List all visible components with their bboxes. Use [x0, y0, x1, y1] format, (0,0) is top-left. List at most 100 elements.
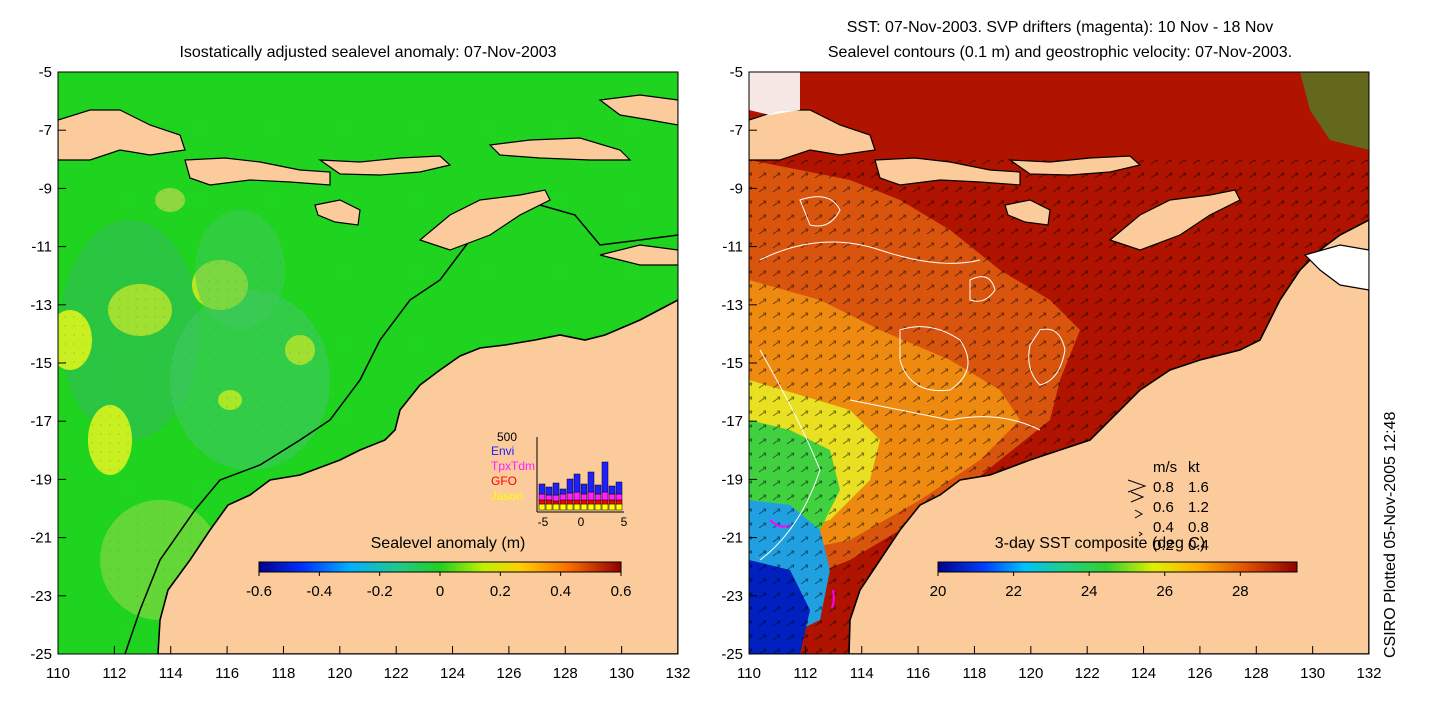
legend-header-kt: kt	[1188, 459, 1201, 476]
lon-tick-label: 116	[215, 665, 239, 682]
inset-bars	[538, 461, 623, 511]
inset-bar	[545, 503, 553, 511]
inset-label-gfo: GFO	[491, 474, 517, 488]
colorbar-tick-label: 28	[1232, 583, 1249, 600]
island-nusa-tenggara	[874, 157, 1021, 186]
sst-map	[749, 72, 1369, 654]
island-sumba	[1004, 199, 1051, 226]
lat-tick-label: -7	[39, 122, 52, 139]
right-lon-axis: 110 112 114 116 118 120 122 124 126 128 130 132	[737, 646, 1382, 682]
sealevel-contour	[899, 326, 969, 392]
colorbar-tick-label: 0	[436, 583, 444, 600]
inset-bar	[601, 499, 609, 505]
lon-tick-label: 126	[496, 665, 521, 682]
lon-tick-label: 128	[1244, 665, 1269, 682]
lon-tick-label: 120	[1018, 665, 1043, 682]
lat-tick-label: -21	[30, 530, 52, 547]
lat-tick-label: -7	[730, 122, 743, 139]
inset-bar	[615, 499, 623, 505]
lat-tick-label: -13	[721, 297, 743, 314]
lat-tick-label: -15	[721, 355, 743, 372]
right-lat-axis: -5 -7 -9 -11 -13 -15 -17 -19 -21 -23 -25	[721, 64, 757, 663]
inset-bar	[559, 493, 567, 501]
drifter-track	[769, 519, 791, 528]
inset-bar	[587, 503, 595, 511]
lon-tick-label: 118	[271, 665, 295, 682]
lat-tick-label: -23	[721, 588, 743, 605]
satellite-inset: 500 Envi TpxTdm GFO Jason -5 0 5	[491, 430, 628, 529]
inset-ymax-label: 500	[497, 430, 517, 444]
lon-tick-label: 122	[1075, 665, 1100, 682]
drifter-track	[831, 589, 835, 609]
inset-bar	[608, 499, 616, 505]
lat-tick-label: -23	[30, 588, 52, 605]
inset-bar	[573, 503, 581, 511]
velocity-legend: m/s kt 0.8 1.6 0.6 1.2 0.4 0.8 0.2 0.4	[1127, 459, 1209, 554]
inset-bar	[552, 494, 560, 502]
lat-tick-label: -11	[31, 239, 52, 256]
legend-arrow	[1138, 531, 1143, 537]
inset-bar	[566, 503, 574, 511]
inset-bar	[559, 499, 567, 505]
lat-tick-label: -25	[30, 646, 52, 663]
legend-header-ms: m/s	[1153, 459, 1177, 476]
legend-ms: 0.6	[1153, 499, 1174, 516]
legend-ms: 0.2	[1153, 537, 1174, 554]
right-panel-title-line2: Sealevel contours (0.1 m) and geostrophi…	[828, 44, 1292, 61]
island-flores	[1007, 155, 1142, 176]
inset-xtick: -5	[538, 515, 549, 529]
lat-tick-label: -15	[30, 355, 52, 372]
lon-tick-label: 130	[1300, 665, 1325, 682]
australia-land	[848, 219, 1369, 654]
island-flores	[317, 155, 452, 176]
inset-bar	[594, 493, 602, 501]
inset-bar	[552, 503, 560, 511]
lat-tick-label: -19	[30, 471, 52, 488]
sealevel-contour	[759, 349, 821, 561]
island-tanimbar	[1303, 244, 1369, 291]
legend-kt: 0.8	[1188, 519, 1209, 536]
lon-tick-label: 124	[1131, 665, 1156, 682]
inset-label-jason: Jason	[491, 489, 523, 503]
inset-bar	[601, 461, 609, 493]
sealevel-contour	[969, 276, 996, 302]
inset-bar	[608, 493, 616, 501]
colorbar-tick-label: 22	[1005, 583, 1022, 600]
lat-tick-label: -25	[721, 646, 743, 663]
inset-bar	[573, 491, 581, 501]
left-panel-title: Isostatically adjusted sealevel anomaly:…	[179, 44, 556, 61]
colorbar-tick-label: 0.4	[550, 583, 571, 600]
lat-tick-label: -5	[39, 64, 52, 81]
inset-bar	[566, 499, 574, 505]
sealevel-contour	[849, 399, 1041, 431]
cloud-mask	[1300, 72, 1369, 150]
legend-arrow	[1130, 491, 1145, 503]
lon-tick-label: 118	[962, 665, 986, 682]
lon-tick-label: 110	[46, 665, 70, 682]
inset-bar	[608, 503, 616, 511]
inset-label-tpxtdm: TpxTdm	[491, 459, 535, 473]
lon-tick-label: 112	[102, 665, 126, 682]
inset-bar	[615, 481, 623, 495]
lat-tick-label: -9	[730, 180, 743, 197]
left-lat-axis: -5 -7 -9 -11 -13 -15 -17 -19 -21 -23 -25	[30, 64, 66, 663]
lon-tick-label: 114	[159, 665, 183, 682]
inset-bar	[601, 503, 609, 511]
lat-tick-label: -17	[721, 413, 743, 430]
left-colorbar-title: Sealevel anomaly (m)	[371, 535, 526, 552]
inset-label-envi: Envi	[491, 444, 514, 458]
right-colorbar-ticks: 20 22 24 26 28	[930, 572, 1249, 600]
right-colorbar-title: 3-day SST composite (deg C)	[995, 535, 1205, 552]
lon-tick-label: 120	[327, 665, 352, 682]
lat-tick-label: -11	[722, 239, 743, 256]
sealevel-contour	[1028, 328, 1066, 386]
lat-tick-label: -9	[39, 180, 52, 197]
inset-bar	[615, 503, 623, 511]
inset-bar	[538, 503, 546, 511]
island-sumba	[314, 199, 361, 226]
inset-bar	[566, 492, 574, 501]
colorbar-tick-label: 0.6	[611, 583, 632, 600]
inset-bar	[594, 484, 602, 495]
lon-tick-label: 116	[906, 665, 930, 682]
